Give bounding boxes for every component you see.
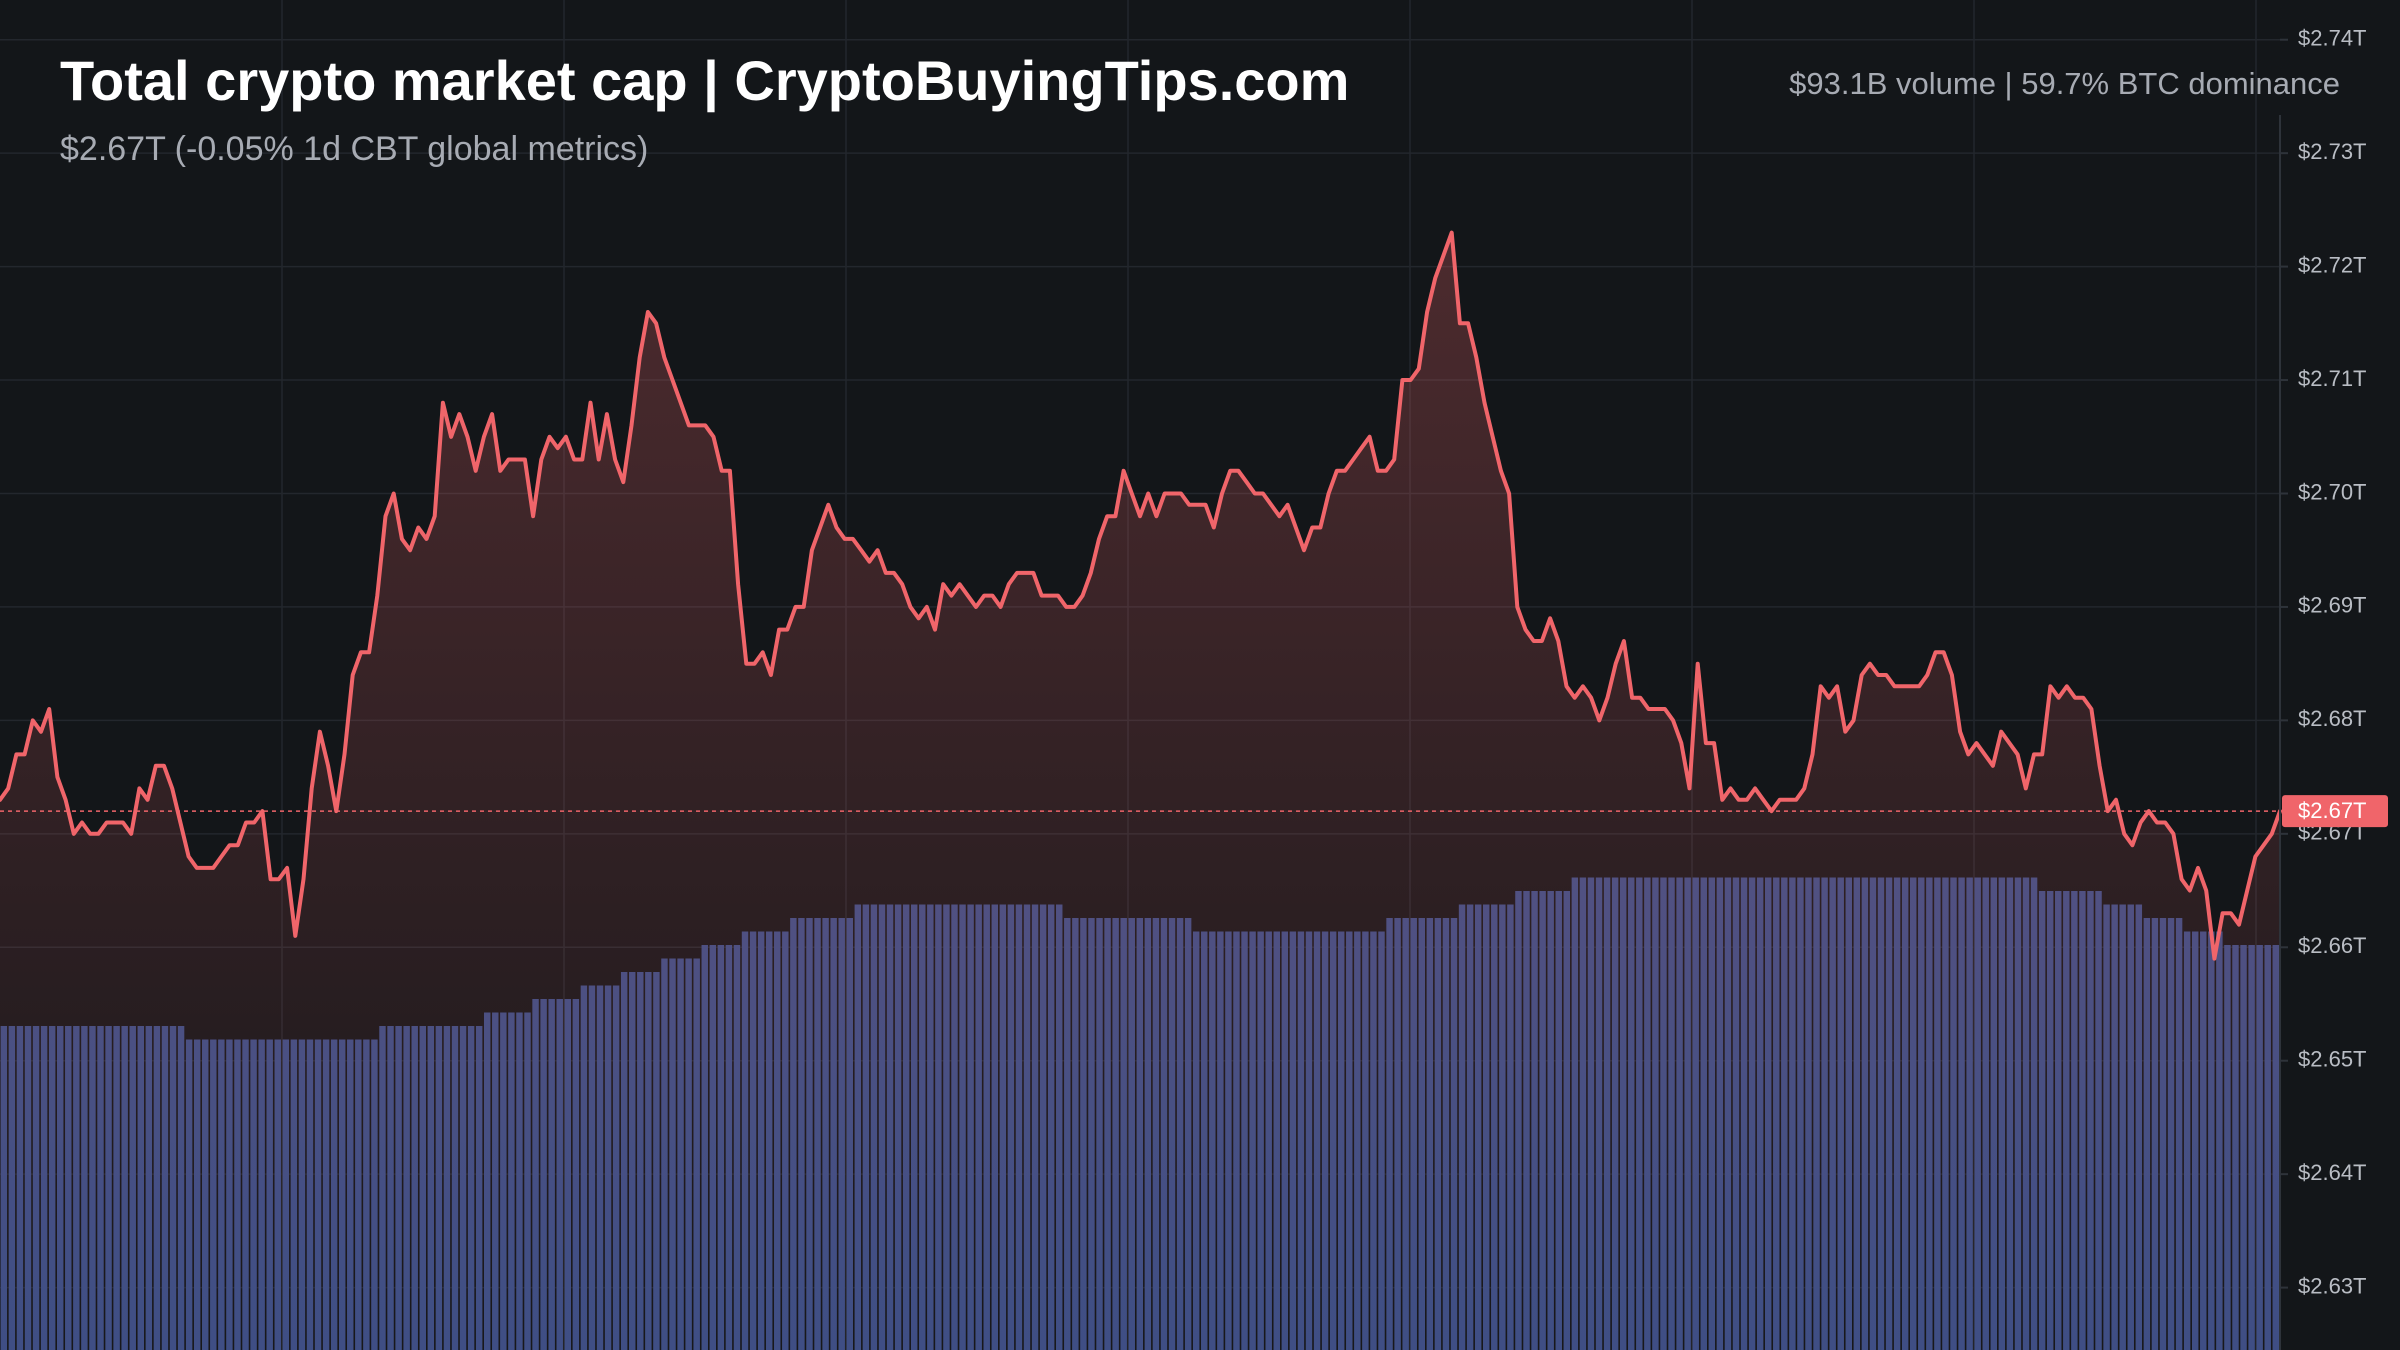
y-tick-label: $2.74T [2298,26,2367,51]
market-cap-line [0,230,2282,961]
y-tick-label: $2.69T [2298,593,2367,618]
y-tick-label: $2.63T [2298,1273,2367,1298]
chart-subtitle: $2.67T (-0.05% 1d CBT global metrics) [60,130,649,168]
y-tick-label: $2.64T [2298,1160,2367,1185]
volume-dominance-stats: $93.1B volume | 59.7% BTC dominance [1789,66,2340,101]
y-tick-label: $2.71T [2298,366,2367,391]
y-tick-label: $2.73T [2298,139,2367,164]
current-price-tag-box [2282,795,2388,828]
market-cap-area [0,232,2280,1350]
y-tick-label: $2.70T [2298,479,2367,504]
y-tick-label: $2.68T [2298,706,2367,731]
chart-title: Total crypto market cap | CryptoBuyingTi… [60,49,1350,112]
y-tick-label: $2.72T [2298,252,2367,277]
current-price-tag-label: $2.67T [2298,798,2367,823]
y-axis-ticks: $2.74T $2.73T $2.72T $2.71T $2.70T $2.69T $2.6… [2280,26,2367,1298]
current-price-tag: $2.67T [2282,795,2388,828]
y-tick-label: $2.65T [2298,1047,2367,1072]
y-tick-label: $2.66T [2298,933,2367,958]
